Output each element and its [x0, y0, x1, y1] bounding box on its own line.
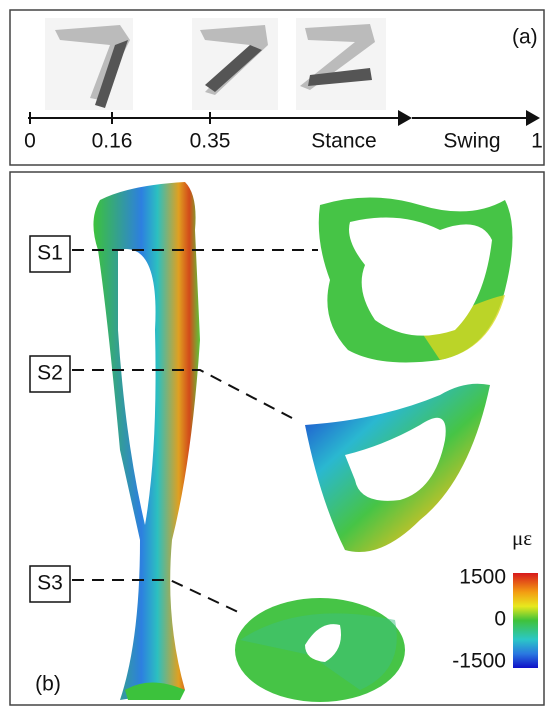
panel-label: (a)	[512, 26, 538, 49]
colorbar-title: με	[512, 526, 532, 550]
panel-a-frame	[9, 9, 545, 166]
timeline-label: Swing	[443, 130, 500, 153]
colorbar-tick-label: 1500	[459, 566, 506, 589]
panel-b-frame	[9, 171, 545, 706]
gait-images	[45, 18, 386, 110]
colorbar-tick-label: 0	[494, 608, 506, 631]
timeline-label: 0	[24, 130, 36, 153]
timeline-label: 1	[531, 130, 543, 153]
colorbar-tick-label: -1500	[452, 650, 506, 673]
panel-label: (b)	[35, 673, 61, 696]
timeline-label: 0.16	[92, 130, 133, 153]
section-label: S3	[37, 572, 63, 595]
timeline-label: Stance	[311, 130, 376, 153]
cross-sections	[235, 197, 513, 702]
section-label: S1	[37, 242, 63, 265]
timeline-label: 0.35	[190, 130, 231, 153]
colorbar	[513, 573, 538, 668]
section-label: S2	[37, 362, 63, 385]
section-lines	[72, 249, 318, 613]
bone-model	[93, 182, 200, 700]
